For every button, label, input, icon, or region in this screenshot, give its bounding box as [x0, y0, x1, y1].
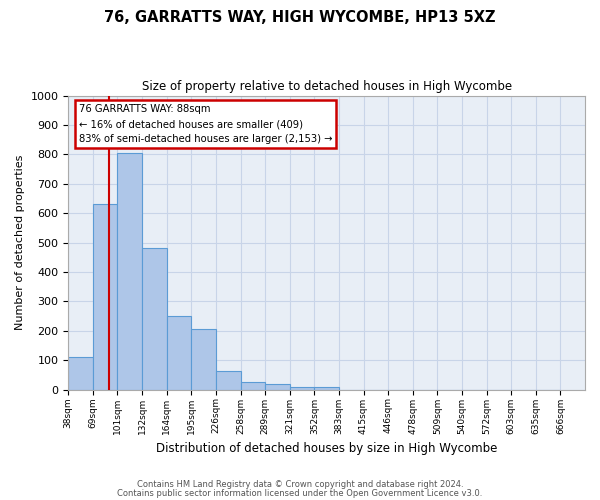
X-axis label: Distribution of detached houses by size in High Wycombe: Distribution of detached houses by size … — [156, 442, 497, 455]
Bar — [142, 248, 167, 390]
Bar — [314, 388, 339, 390]
Text: 76 GARRATTS WAY: 88sqm
← 16% of detached houses are smaller (409)
83% of semi-de: 76 GARRATTS WAY: 88sqm ← 16% of detached… — [79, 104, 332, 144]
Y-axis label: Number of detached properties: Number of detached properties — [15, 155, 25, 330]
Bar — [191, 330, 216, 390]
Text: Contains HM Land Registry data © Crown copyright and database right 2024.: Contains HM Land Registry data © Crown c… — [137, 480, 463, 489]
Bar — [241, 382, 265, 390]
Bar — [167, 316, 191, 390]
Bar — [265, 384, 290, 390]
Title: Size of property relative to detached houses in High Wycombe: Size of property relative to detached ho… — [142, 80, 512, 93]
Bar — [93, 204, 118, 390]
Bar — [118, 153, 142, 390]
Text: Contains public sector information licensed under the Open Government Licence v3: Contains public sector information licen… — [118, 490, 482, 498]
Bar — [290, 386, 314, 390]
Text: 76, GARRATTS WAY, HIGH WYCOMBE, HP13 5XZ: 76, GARRATTS WAY, HIGH WYCOMBE, HP13 5XZ — [104, 10, 496, 25]
Bar — [68, 358, 93, 390]
Bar — [216, 371, 241, 390]
